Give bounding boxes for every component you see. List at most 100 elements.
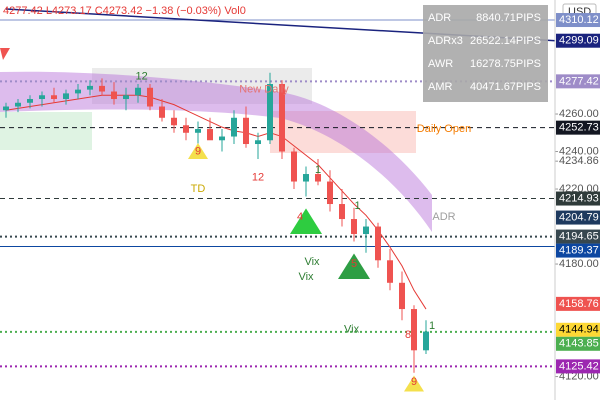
candle-body bbox=[27, 99, 33, 103]
info-key: ADRx3 bbox=[428, 35, 463, 47]
price-tag-label: 4158.76 bbox=[559, 298, 599, 310]
annotation: 1 bbox=[315, 164, 321, 176]
zone bbox=[0, 112, 92, 150]
signal-triangle bbox=[338, 253, 370, 280]
annotation: Vix bbox=[298, 271, 314, 283]
candle-body bbox=[15, 102, 21, 107]
price-tag bbox=[556, 191, 600, 206]
candle-body bbox=[339, 204, 345, 220]
candle-body bbox=[267, 84, 273, 141]
annotation: 8 bbox=[405, 329, 411, 341]
y-tick-label: 4260.00 bbox=[559, 108, 599, 120]
candle-body bbox=[3, 106, 9, 111]
candle-body bbox=[363, 226, 369, 235]
price-tag bbox=[556, 33, 600, 48]
candle-body bbox=[411, 309, 417, 351]
annotation: New Daily bbox=[239, 84, 289, 96]
price-tag bbox=[556, 74, 600, 89]
price-tag-label: 4310.12 bbox=[559, 14, 599, 26]
annotation: TD bbox=[191, 183, 206, 195]
annotation: 12 bbox=[135, 70, 147, 82]
price-tag-label: 4189.37 bbox=[559, 244, 599, 256]
annotation: Vix bbox=[304, 256, 320, 268]
price-tag bbox=[556, 243, 600, 258]
price-tag-label: 4214.93 bbox=[559, 192, 599, 204]
candle-body bbox=[183, 125, 189, 133]
annotation: Daily Open bbox=[417, 123, 471, 135]
y-tick-label: 4120.00 bbox=[559, 370, 599, 382]
price-tag-label: 4125.42 bbox=[559, 360, 599, 372]
price-tag bbox=[556, 120, 600, 135]
price-tag-label: 4194.65 bbox=[559, 230, 599, 242]
info-box: ADR 8840.71PIPS ADRx3 26522.14PIPS AWR 16278.… bbox=[423, 5, 548, 102]
annotation: 9 bbox=[195, 145, 201, 157]
candle-body bbox=[327, 181, 333, 205]
price-tag-label: 4277.42 bbox=[559, 75, 599, 87]
candle-body bbox=[315, 174, 321, 182]
y-tick-label: 4234.86 bbox=[559, 155, 599, 167]
price-tag bbox=[556, 322, 600, 337]
candle-body bbox=[87, 85, 93, 90]
price-tag bbox=[556, 13, 600, 28]
candle-body bbox=[423, 331, 429, 351]
signal-triangle bbox=[0, 48, 10, 60]
price-tag-label: 4299.09 bbox=[559, 35, 599, 47]
annotation: 9 bbox=[411, 376, 417, 388]
annotation: Vix bbox=[344, 324, 360, 336]
y-tick-label: 4180.00 bbox=[559, 258, 599, 270]
info-value: 16278.75PIPS bbox=[470, 58, 541, 70]
info-bg bbox=[423, 5, 548, 102]
price-tag bbox=[556, 336, 600, 351]
info-key: AMR bbox=[428, 81, 453, 93]
candle-body bbox=[135, 87, 141, 96]
price-tag-label: 4144.94 bbox=[559, 324, 599, 336]
info-value: 40471.67PIPS bbox=[470, 81, 541, 93]
signal-triangle bbox=[188, 143, 208, 160]
candle-body bbox=[195, 129, 201, 133]
info-key: ADR bbox=[428, 12, 451, 24]
price-tag bbox=[556, 296, 600, 311]
price-tag bbox=[556, 359, 600, 374]
candle-body bbox=[291, 151, 297, 182]
price-tag-label: 4143.85 bbox=[559, 338, 599, 350]
candle-body bbox=[99, 85, 105, 92]
candle-body bbox=[399, 282, 405, 310]
annotation: 1 bbox=[429, 320, 435, 332]
annotation: 12 bbox=[252, 172, 264, 184]
candle-body bbox=[159, 106, 165, 118]
signal-triangle bbox=[290, 208, 322, 235]
price-tag bbox=[556, 229, 600, 244]
annotation: 1 bbox=[355, 200, 361, 212]
info-key: AWR bbox=[428, 58, 453, 70]
info-value: 26522.14PIPS bbox=[470, 35, 541, 47]
candle-body bbox=[207, 129, 213, 141]
candle-body bbox=[39, 95, 45, 100]
candle-body bbox=[255, 140, 261, 145]
price-tag-label: 4252.73 bbox=[559, 122, 599, 134]
candle-body bbox=[231, 117, 237, 137]
annotation: ADR bbox=[432, 211, 455, 223]
moving-average bbox=[5, 94, 427, 310]
signal-triangle bbox=[404, 375, 424, 392]
candle-body bbox=[279, 84, 285, 152]
candle-body bbox=[111, 91, 117, 100]
candle-body bbox=[303, 174, 309, 182]
annotation: 5 bbox=[351, 258, 357, 270]
price-tag bbox=[556, 210, 600, 225]
info-value: 8840.71PIPS bbox=[476, 12, 541, 24]
candle-body bbox=[123, 95, 129, 100]
candle-body bbox=[171, 117, 177, 126]
annotation: 4 bbox=[297, 211, 303, 223]
candle-body bbox=[147, 87, 153, 107]
candle-body bbox=[243, 117, 249, 145]
band bbox=[0, 71, 432, 232]
header: 4277.42 L4273.17 C4273.42 −1.38 (−0.03%)… bbox=[3, 5, 246, 17]
candle-body bbox=[375, 226, 381, 261]
candle-body bbox=[387, 260, 393, 283]
candle-body bbox=[351, 219, 357, 235]
candle-body bbox=[63, 93, 69, 100]
price-tag-label: 4204.79 bbox=[559, 211, 599, 223]
y-tick-label: 4240.00 bbox=[559, 145, 599, 157]
plot: TD Vix Vix Vix Daily Open New Daily ADR 9 12 12 4 1… bbox=[0, 8, 559, 392]
